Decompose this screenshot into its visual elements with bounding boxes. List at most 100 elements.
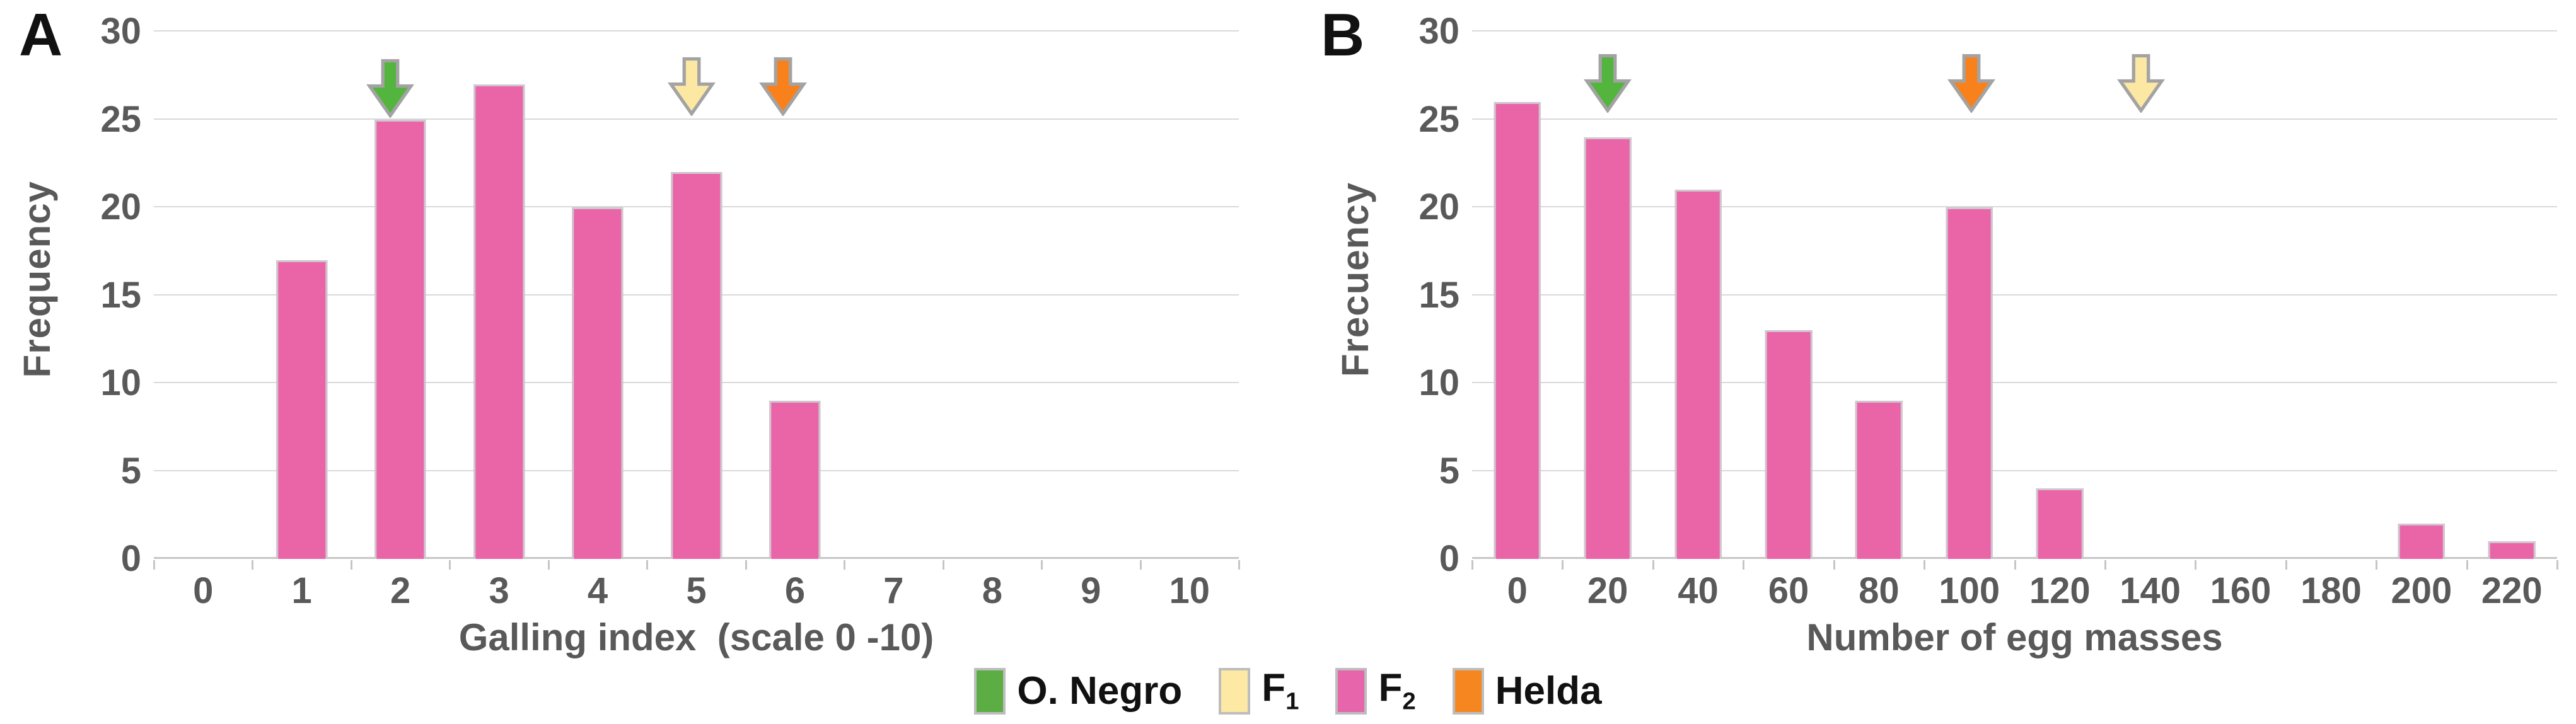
panel-a-x-axis-title: Galling index (scale 0 -10) [458,616,934,658]
bar-60 [1765,330,1813,559]
x-tick-label: 5 [686,570,707,611]
legend-item-helda: Helda [1452,668,1602,715]
x-axis-tick-mark [547,560,550,570]
x-tick-label: 6 [784,570,806,611]
legend-label-helda: Helda [1495,669,1602,713]
bar-80 [1855,400,1903,559]
gridline [1472,382,2557,384]
x-axis-tick-mark [153,560,155,570]
x-tick-label: 20 [1587,570,1628,611]
legend-item-o-negro: O. Negro [974,668,1182,715]
y-axis-title-text: Frequency [15,181,58,378]
x-axis-tick-mark [2466,560,2468,570]
panel-a-x-ticks: 0 1 2 3 4 5 6 7 8 9 10 [154,559,1239,612]
x-tick-label: 1 [291,570,312,611]
y-tick-label: 20 [1419,187,1459,228]
legend-swatch-o-negro [974,668,1006,715]
y-tick-label: 15 [1419,274,1459,316]
panel-a-letter: A [19,1,63,69]
y-tick-label: 10 [100,362,141,404]
panel-b-plot-area [1471,0,2558,570]
bar-200 [2398,524,2445,559]
panel-b-letter: B [1321,1,1365,69]
x-tick-label: 2 [390,570,411,611]
panel-b-y-axis-title: Frecuency [1327,0,1383,559]
y-axis-title-text: Frecuency [1333,181,1376,377]
y-tick-label: 15 [100,274,141,316]
x-tick-label: 4 [587,570,608,611]
gridline [154,30,1239,32]
x-tick-label: 100 [1939,570,2000,611]
x-axis-tick-mark [2104,560,2106,570]
x-axis-tick-mark [2014,560,2016,570]
x-tick-label: 180 [2300,570,2362,611]
x-axis-tick-mark [252,560,254,570]
x-axis-tick-mark [1139,560,1142,570]
x-axis-line [1472,557,2557,559]
x-axis-tick-mark [844,560,846,570]
x-tick-label: 120 [2029,570,2091,611]
f1-arrow [2117,54,2166,113]
x-tick-label: 10 [1169,570,1210,611]
y-tick-label: 0 [1439,538,1459,579]
x-tick-label: 0 [193,570,214,611]
bar-2 [374,119,426,559]
x-axis-tick-mark [942,560,944,570]
x-tick-label: 0 [1507,570,1528,611]
legend-label-o-negro: O. Negro [1017,669,1183,713]
legend-label-f2: F2 [1378,666,1416,715]
x-tick-label: 80 [1859,570,1900,611]
gridline [1472,30,2557,32]
x-tick-label: 220 [2481,570,2543,611]
x-axis-tick-mark [1923,560,1926,570]
panel-a: A Frequency 0 5 10 15 20 25 30 0 1 2 3 4 5 6 7 8 9 10 Ga… [0,0,1245,658]
gridline [1472,206,2557,208]
panel-b-x-ticks: 0 20 40 60 80 100 120 140 160 180 200 220 [1472,559,2557,612]
x-tick-label: 200 [2391,570,2452,611]
legend-item-f2: F2 [1335,666,1416,715]
bar-100 [1946,207,1993,559]
y-tick-label: 30 [100,11,141,52]
bar-1 [276,260,328,559]
y-tick-label: 5 [120,450,141,491]
panel-b-x-axis-title: Number of egg masses [1806,616,2223,658]
y-tick-label: 5 [1439,450,1459,491]
y-tick-label: 25 [1419,98,1459,140]
panel-a-y-axis-title: Frequency [9,0,64,559]
x-tick-label: 7 [883,570,904,611]
bar-20 [1584,137,1632,559]
bar-3 [473,84,525,559]
panel-a-plot-area [153,0,1240,570]
bar-6 [769,400,821,559]
legend-item-f1: F1 [1219,668,1299,715]
gridline [1472,118,2557,120]
legend-swatch-helda [1452,668,1484,715]
panel-b-y-ticks: 0 5 10 15 20 25 30 [1383,0,1472,577]
x-tick-label: 9 [1081,570,1101,611]
legend-swatch-f1 [1219,668,1251,715]
legend-swatch-f2 [1335,668,1367,715]
bar-40 [1674,190,1722,559]
y-tick-label: 0 [120,538,141,579]
bar-4 [572,207,624,559]
x-axis-tick-mark [1041,560,1043,570]
x-axis-tick-mark [1833,560,1835,570]
legend-label-f1: F1 [1262,666,1299,715]
panel-a-y-ticks: 0 5 10 15 20 25 30 [64,0,154,577]
y-tick-label: 30 [1419,11,1459,52]
f1-arrow [667,57,716,117]
o-negro-arrow [1584,54,1632,113]
x-axis-tick-mark [1238,560,1240,570]
x-axis-tick-mark [1562,560,1564,570]
legend: O. Negro F1 F2 Helda [0,658,2576,724]
x-axis-tick-mark [1652,560,1654,570]
x-axis-tick-mark [1471,560,1473,570]
gridline [154,118,1239,120]
x-axis-tick-mark [2376,560,2378,570]
x-tick-label: 3 [489,570,509,611]
x-axis-tick-mark [350,560,352,570]
helda-arrow [759,57,808,117]
bar-220 [2488,541,2536,559]
x-axis-tick-mark [646,560,649,570]
